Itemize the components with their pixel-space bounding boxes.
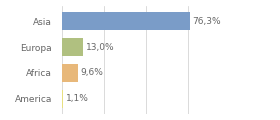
Text: 13,0%: 13,0% [86, 43, 115, 52]
Text: 76,3%: 76,3% [192, 17, 221, 26]
Bar [62, 90, 64, 108]
Bar [62, 12, 190, 30]
Bar [62, 64, 78, 82]
Text: 9,6%: 9,6% [80, 68, 103, 77]
Bar [62, 38, 83, 56]
Text: 1,1%: 1,1% [66, 94, 89, 103]
